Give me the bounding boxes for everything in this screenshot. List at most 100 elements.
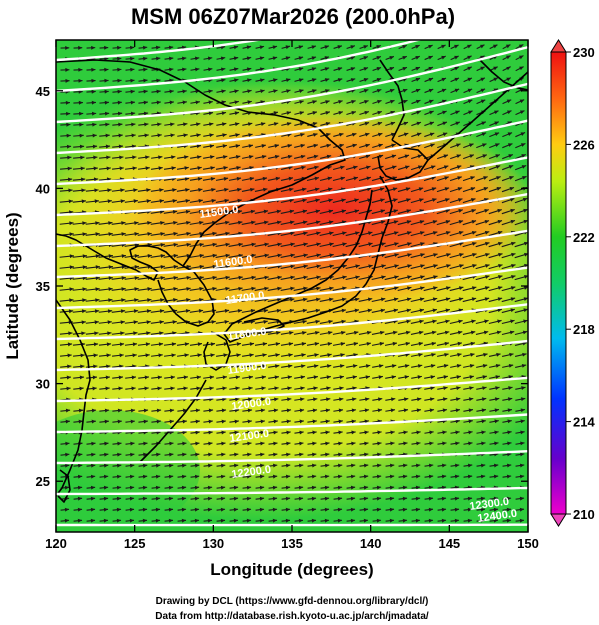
wind-vector-head: [104, 441, 109, 446]
wind-vector-head: [467, 518, 473, 523]
wind-vector-head: [184, 177, 190, 181]
wind-vector-head: [485, 275, 490, 279]
wind-vector-head: [198, 187, 203, 192]
wind-vector-head: [220, 56, 226, 61]
wind-vector-head: [183, 386, 188, 391]
wind-vector-head: [470, 330, 476, 335]
wind-vector-head: [441, 474, 447, 479]
wind-vector-head: [445, 308, 450, 313]
wind-vector-head: [81, 331, 86, 336]
wind-vector-head: [169, 408, 175, 413]
wind-vector-head: [91, 452, 96, 457]
wind-vector-head: [471, 286, 477, 291]
wind-vector-head: [246, 67, 252, 72]
wind-vector-head: [469, 375, 474, 379]
wind-vector-head: [406, 297, 412, 302]
wind-vector-head: [416, 441, 421, 446]
height-contour-line: [56, 376, 528, 403]
wind-vector-head: [329, 242, 334, 247]
wind-vector-head: [405, 341, 410, 346]
wind-vector-head: [251, 286, 256, 291]
wind-vector-head: [445, 220, 451, 224]
wind-vector-head: [288, 342, 294, 346]
wind-vector-head: [208, 430, 213, 435]
wind-vector-head: [82, 254, 87, 259]
wind-vector-head: [198, 198, 203, 203]
wind-vector-head: [392, 341, 397, 346]
wind-vector-head: [368, 231, 373, 236]
wind-vector-head: [132, 155, 137, 160]
wind-vector-head: [428, 474, 434, 479]
wind-vector-head: [507, 143, 513, 147]
wind-vector-head: [134, 298, 139, 303]
wind-vector-head: [352, 143, 357, 148]
colorbar-label: 210: [573, 507, 595, 522]
wind-vector-head: [104, 419, 109, 424]
wind-vector-head: [209, 144, 214, 149]
wind-vector-head: [404, 375, 409, 380]
wind-vector-head: [407, 286, 412, 291]
wind-vector-head: [351, 110, 356, 115]
wind-vector-head: [416, 397, 422, 402]
wind-vector-head: [315, 330, 320, 335]
wind-vector-head: [117, 78, 122, 83]
wind-vector-head: [339, 143, 344, 148]
wind-vector-head: [194, 56, 200, 61]
wind-vector-head: [247, 430, 252, 435]
wind-vector-head: [79, 386, 84, 391]
y-tick-label: 30: [36, 377, 50, 392]
x-axis-label: Longitude (degrees): [210, 560, 373, 579]
wind-vector-head: [418, 341, 423, 346]
wind-vector-head: [285, 78, 291, 83]
wind-vector-head: [302, 220, 308, 225]
wind-vector-head: [481, 419, 486, 424]
wind-vector-head: [338, 441, 343, 446]
wind-vector-head: [341, 330, 346, 335]
wind-vector-head: [325, 452, 330, 457]
wind-vector-head: [93, 342, 99, 347]
wind-vector-head: [454, 507, 460, 512]
wind-vector-head: [430, 364, 436, 368]
wind-vector-head: [143, 419, 148, 424]
wind-vector-head: [234, 78, 239, 83]
wind-vector-head: [402, 66, 407, 71]
wind-vector-head: [182, 430, 187, 435]
wind-vector-head: [233, 485, 239, 490]
wind-vector-head: [184, 166, 189, 171]
wind-vector-head: [391, 364, 397, 368]
wind-vector-head: [77, 496, 83, 501]
wind-vector-head: [445, 297, 451, 302]
wind-vector-head: [225, 242, 230, 247]
wind-vector-head: [354, 297, 360, 302]
wind-vector-head: [274, 143, 279, 148]
wind-vector-head: [480, 77, 485, 82]
wind-vector-head: [471, 319, 476, 324]
wind-vector-head: [314, 353, 319, 357]
wind-vector-head: [511, 252, 516, 257]
wind-vector-head: [519, 496, 525, 501]
x-tick-label: 140: [360, 536, 382, 551]
wind-vector-head: [168, 474, 174, 479]
wind-vector-head: [379, 330, 385, 335]
wind-vector-head: [221, 89, 226, 94]
wind-vector-head: [210, 353, 215, 358]
wind-vector-head: [311, 67, 317, 71]
wind-vector-head: [277, 297, 282, 302]
wind-vector-head: [469, 386, 474, 391]
wind-vector-head: [196, 133, 201, 138]
wind-vector-head: [273, 452, 278, 457]
contour-label: 11700.0: [225, 290, 265, 307]
wind-vector-head: [338, 100, 343, 104]
wind-vector-head: [247, 89, 252, 94]
wind-vector-head: [376, 45, 381, 49]
wind-vector-head: [480, 474, 486, 479]
wind-vector-head: [94, 331, 99, 336]
wind-vector-head: [429, 110, 434, 115]
wind-vector-head: [472, 264, 477, 268]
wind-vector-head: [208, 452, 213, 457]
wind-vector-head: [457, 330, 463, 335]
wind-vector-head: [143, 441, 148, 446]
wind-vector-head: [220, 474, 226, 479]
wind-vector-head: [313, 375, 318, 380]
wind-vector-head: [312, 441, 317, 446]
